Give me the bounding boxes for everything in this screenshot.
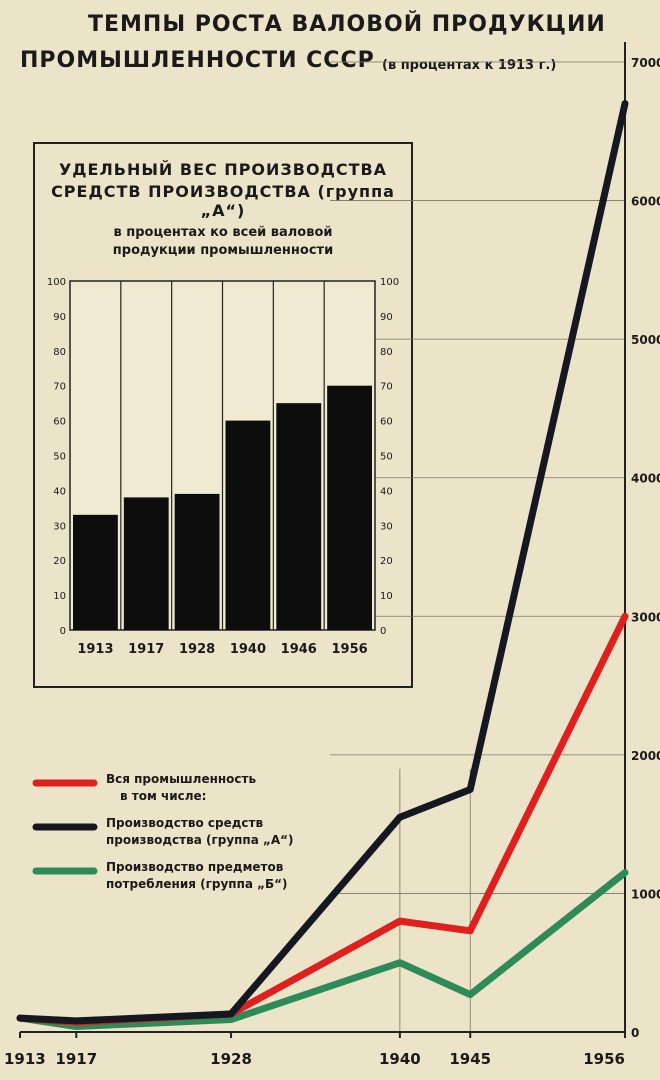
x-tick-label: 1945 xyxy=(449,1050,491,1068)
chart-title-line1: ТЕМПЫ РОСТА ВАЛОВОЙ ПРОДУКЦИИ xyxy=(88,12,606,37)
inset-x-tick-label: 1917 xyxy=(128,642,164,657)
y-tick-label: 7000 xyxy=(631,56,660,70)
inset-x-tick-label: 1928 xyxy=(179,642,215,657)
inset-y-tick-label-right: 100 xyxy=(380,277,399,288)
inset-frame xyxy=(33,142,413,688)
inset-bar xyxy=(73,514,118,630)
inset-y-tick-label-right: 50 xyxy=(380,452,393,463)
y-tick-label: 0 xyxy=(631,1026,639,1040)
y-tick-label: 5000 xyxy=(631,333,660,347)
inset-y-tick-label-right: 70 xyxy=(380,382,393,393)
inset-y-tick-label-left: 40 xyxy=(53,486,66,497)
inset-x-tick-label: 1940 xyxy=(230,642,266,657)
inset-bar xyxy=(276,403,322,630)
x-tick-label: 1956 xyxy=(583,1050,625,1068)
inset-subtitle-line1: в процентах ко всей валовой xyxy=(113,225,333,240)
inset-y-tick-label-left: 30 xyxy=(53,521,66,532)
y-tick-label: 4000 xyxy=(631,472,660,486)
chart-title-line2: ПРОМЫШЛЕННОСТИ СССР xyxy=(20,48,375,73)
inset-y-tick-label-right: 60 xyxy=(380,417,393,428)
x-tick-label: 1917 xyxy=(55,1050,97,1068)
x-tick-label: 1940 xyxy=(379,1050,421,1068)
legend-label-all-line2: в том числе: xyxy=(120,789,207,803)
inset-y-tick-label-left: 90 xyxy=(53,312,66,323)
inset-y-tick-label-right: 0 xyxy=(380,626,386,637)
x-tick-label: 1928 xyxy=(210,1050,252,1068)
legend-label-group-b-line1: Производство предметов xyxy=(106,860,284,874)
inset-y-tick-label-left: 70 xyxy=(53,382,66,393)
series-line-group-b xyxy=(16,869,629,1030)
legend-label-group-b-line2: потребления (группа „Б“) xyxy=(106,877,288,891)
inset-bar xyxy=(327,385,372,630)
inset-bar xyxy=(174,493,220,630)
inset-y-tick-label-right: 40 xyxy=(380,486,393,497)
y-tick-label: 1000 xyxy=(631,887,660,901)
inset-y-tick-label-right: 80 xyxy=(380,347,393,358)
inset-y-tick-label-left: 100 xyxy=(47,277,66,288)
y-tick-label: 2000 xyxy=(631,749,660,763)
inset-y-tick-label-left: 20 xyxy=(53,556,66,567)
inset-x-tick-label: 1946 xyxy=(281,642,317,657)
legend-label-group-a-line2: производства (группа „А“) xyxy=(106,833,294,847)
inset-y-tick-label-left: 10 xyxy=(53,591,66,602)
inset-y-tick-label-right: 20 xyxy=(380,556,393,567)
inset-bar xyxy=(225,420,271,630)
inset-subtitle-line2: продукции промышленности xyxy=(112,243,334,258)
x-tick-label: 1913 xyxy=(4,1050,46,1068)
y-tick-label: 3000 xyxy=(631,610,660,624)
inset-x-tick-label: 1956 xyxy=(331,642,367,657)
series-line-group-a xyxy=(16,100,629,1025)
inset-bar xyxy=(123,497,169,630)
inset-title-line2: СРЕДСТВ ПРОИЗВОДСТВА (группа „А“) xyxy=(51,182,395,220)
inset-y-tick-label-right: 30 xyxy=(380,521,393,532)
inset-title-line1: УДЕЛЬНЫЙ ВЕС ПРОИЗВОДСТВА xyxy=(58,160,388,179)
inset-y-tick-label-right: 90 xyxy=(380,312,393,323)
inset-x-tick-label: 1913 xyxy=(77,642,113,657)
legend-label-all-line1: Вся промышленность xyxy=(106,772,257,786)
inset-y-tick-label-left: 0 xyxy=(60,626,66,637)
inset-y-tick-label-left: 50 xyxy=(53,452,66,463)
inset-y-tick-label-left: 80 xyxy=(53,347,66,358)
inset-y-tick-label-right: 10 xyxy=(380,591,393,602)
inset-y-tick-label-left: 60 xyxy=(53,417,66,428)
legend-label-group-a-line1: Производство средств xyxy=(106,816,264,830)
y-tick-label: 6000 xyxy=(631,195,660,209)
